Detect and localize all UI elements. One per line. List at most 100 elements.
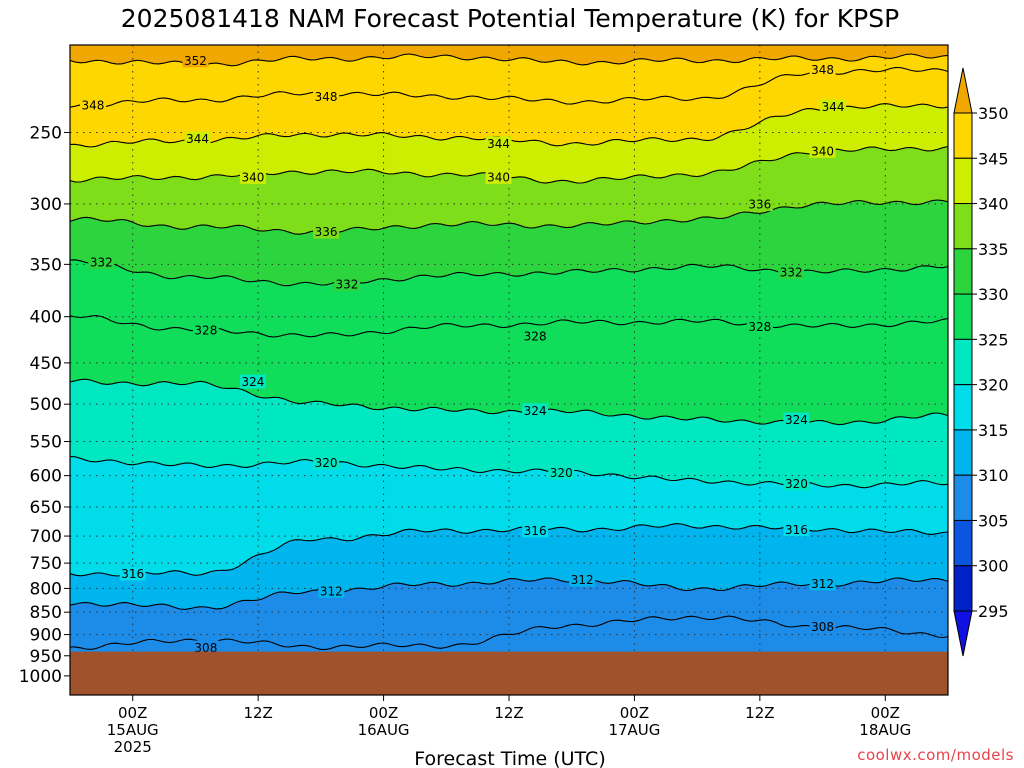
- contour-label-bg: [783, 476, 810, 491]
- colorbar-tick-label: 320: [978, 376, 1009, 395]
- contour-label-bg: [809, 619, 836, 634]
- contour-label-bg: [182, 53, 209, 68]
- fill-band: [70, 578, 948, 650]
- contour-label: 308: [811, 620, 834, 634]
- contour-label: 320: [785, 477, 808, 491]
- contour-label: 332: [336, 278, 359, 292]
- contour-label-bg: [485, 169, 512, 184]
- colorbar-bin: [953, 248, 973, 295]
- y-tick-label: 700: [30, 527, 62, 547]
- contour-label-bg: [746, 196, 773, 211]
- contour-label-bg: [239, 169, 266, 184]
- isentrope-348: [70, 66, 948, 108]
- contour-label-bg: [820, 99, 847, 114]
- grid-lines: [70, 45, 948, 695]
- colorbar-tick-label: 345: [978, 149, 1009, 168]
- colorbar-bin: [953, 474, 973, 521]
- contour-label-bg: [522, 403, 549, 418]
- contour-label: 332: [90, 256, 113, 270]
- contour-label: 340: [811, 144, 834, 158]
- y-axis: 250 300 350 400 450 500 550 600 650 700 750 800 850 9…: [19, 123, 70, 687]
- isentrope-336: [70, 199, 948, 235]
- colorbar-tick-label: 300: [978, 557, 1009, 576]
- contour-label: 340: [487, 170, 510, 184]
- colorbar-bin: [953, 112, 973, 159]
- colorbar-legend: 350 345 340 335 330 325 320 315 310 305 300 295: [953, 67, 1009, 657]
- colorbar-tick-label: 340: [978, 195, 1009, 214]
- x-tick-label: 17AUG: [608, 721, 660, 739]
- contour-label: 336: [748, 197, 771, 211]
- x-tick-label: 12Z: [745, 704, 774, 722]
- colorbar-over-arrow: [953, 67, 973, 114]
- contour-label: 316: [121, 567, 144, 581]
- contour-label-bg: [778, 265, 805, 280]
- colorbar-bin: [953, 565, 973, 612]
- contour-label: 340: [241, 170, 264, 184]
- y-tick-label: 750: [30, 554, 62, 574]
- y-tick-label: 1000: [19, 667, 62, 687]
- contour-label: 308: [194, 641, 217, 655]
- colorbar-tick-label: 350: [978, 104, 1009, 123]
- contour-label-bg: [522, 328, 549, 343]
- contour-label: 352: [184, 54, 207, 68]
- contour-label-bg: [313, 455, 340, 470]
- colorbar-bin: [953, 338, 973, 386]
- contour-label-bg: [192, 323, 219, 338]
- isentrope-352: [70, 53, 948, 67]
- contour-label: 316: [524, 524, 547, 538]
- contour-label-bg: [746, 319, 773, 334]
- chart-title: 2025081418 NAM Forecast Potential Temper…: [121, 4, 899, 33]
- contour-label-bg: [485, 136, 512, 151]
- contour-label-bg: [809, 576, 836, 591]
- credit-text: coolwx.com/models: [857, 746, 1014, 764]
- y-tick-label: 900: [30, 626, 62, 646]
- contour-label-bg: [548, 465, 575, 480]
- y-tick-label: 800: [30, 579, 62, 599]
- y-tick-label: 450: [30, 354, 62, 374]
- fill-band: [70, 379, 948, 488]
- colorbar-tick-label: 305: [978, 511, 1009, 530]
- contour-label: 324: [785, 413, 808, 427]
- x-tick-label: 00Z: [620, 704, 649, 722]
- x-tick-label: 2025: [114, 738, 152, 756]
- x-tick-label: 16AUG: [358, 721, 410, 739]
- isentrope-labels: 352 348 348 348 344 344 344 340 340 340 336 336 332 3…: [79, 53, 847, 655]
- y-tick-label: 550: [30, 433, 62, 453]
- contour-label: 316: [785, 523, 808, 537]
- y-tick-label: 250: [30, 123, 62, 143]
- colorbar-tick-label: 315: [978, 421, 1009, 440]
- contour-label: 344: [822, 100, 845, 114]
- contour-label-bg: [783, 522, 810, 537]
- colorbar-bin: [953, 157, 973, 205]
- y-tick-label: 650: [30, 498, 62, 518]
- isentrope-312: [70, 577, 948, 610]
- contour-label-bg: [569, 572, 596, 587]
- contour-label-bg: [192, 640, 219, 655]
- colorbar-tick-label: 335: [978, 240, 1009, 259]
- contour-label-bg: [313, 89, 340, 104]
- contour-label-bg: [239, 374, 266, 389]
- contour-label-bg: [184, 131, 211, 146]
- contour-label-bg: [809, 143, 836, 158]
- contour-label-bg: [318, 583, 345, 598]
- contour-label-bg: [313, 224, 340, 239]
- contour-label-bg: [783, 412, 810, 427]
- colorbar-tick-label: 325: [978, 330, 1009, 349]
- y-tick-label: 850: [30, 603, 62, 623]
- contour-label: 348: [82, 98, 105, 112]
- contour-label: 348: [811, 63, 834, 77]
- contour-label: 324: [524, 404, 547, 418]
- contour-label-bg: [809, 62, 836, 77]
- x-tick-label: 18AUG: [859, 721, 911, 739]
- y-tick-label: 500: [30, 395, 62, 415]
- colorbar-bin: [953, 293, 973, 340]
- contour-label: 328: [524, 329, 547, 343]
- contour-label: 348: [315, 90, 338, 104]
- contour-label: 344: [186, 132, 209, 146]
- x-tick-label: 00Z: [871, 704, 900, 722]
- contour-label: 328: [194, 324, 217, 338]
- colorbar-tick-label: 295: [978, 602, 1009, 621]
- x-tick-label: 12Z: [243, 704, 272, 722]
